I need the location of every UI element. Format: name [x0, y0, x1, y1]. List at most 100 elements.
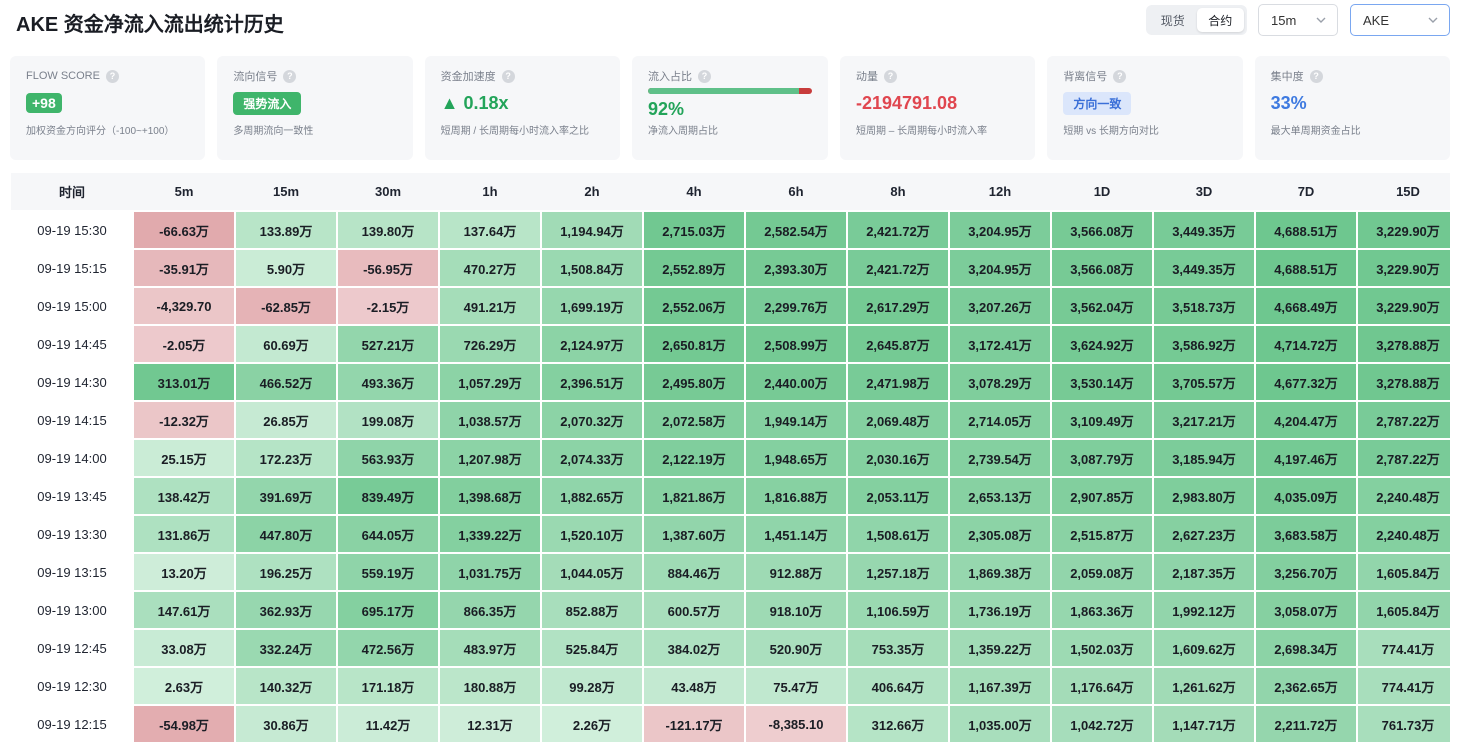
time-cell: 09-19 12:45 — [10, 628, 134, 668]
table-row[interactable]: 09-19 13:00 147.61万 362.93万 695.17万 866.35万 8… — [10, 590, 1450, 630]
flow-cell: 1,699.19万 — [540, 286, 644, 326]
flow-cell: 1,816.88万 — [744, 476, 848, 516]
table-row[interactable]: 09-19 12:15 -54.98万 30.86万 11.42万 12.31万 2.26… — [10, 704, 1450, 744]
flow-cell: 30.86万 — [234, 704, 338, 744]
card-label: 集中度 — [1270, 71, 1304, 83]
flow-cell: 313.01万 — [132, 362, 236, 402]
help-icon[interactable]: ? — [697, 69, 711, 83]
flow-cell: 2,714.05万 — [948, 400, 1052, 440]
inflow-ratio-card: 流入占比? 92% 净流入周期占比 — [631, 56, 828, 160]
time-cell: 09-19 14:45 — [10, 324, 134, 364]
card-subtitle: 加权资金方向评分（-100~+100） — [26, 126, 175, 137]
flow-cell: -8,385.10 — [744, 704, 848, 744]
help-icon[interactable]: ? — [501, 69, 515, 83]
metric-cards: FLOW SCORE? +98 加权资金方向评分（-100~+100） 流向信号… — [10, 56, 1450, 160]
flow-history-table[interactable]: 时间 5m 15m 30m 1h 2h 4h 6h 8h 12h 1D 3D 7D 15D 09-19 1… — [10, 173, 1450, 746]
flow-cell: 1,042.72万 — [1050, 704, 1154, 744]
card-label: 流入占比 — [647, 71, 692, 83]
table-row[interactable]: 09-19 13:30 131.86万 447.80万 644.05万 1,339.22… — [10, 514, 1450, 554]
flow-cell: 180.88万 — [438, 666, 542, 706]
card-label: FLOW SCORE — [26, 70, 100, 82]
flow-cell: 2,059.08万 — [1050, 552, 1154, 592]
table-row[interactable]: 09-19 14:30 313.01万 466.52万 493.36万 1,057.29… — [10, 362, 1450, 402]
column-header-time: 时间 — [11, 173, 133, 211]
flow-cell: 3,586.92万 — [1152, 324, 1256, 364]
card-subtitle: 多周期流向一致性 — [233, 126, 314, 137]
table-row[interactable]: 09-19 15:30 -66.63万 133.89万 139.80万 137.64万 1… — [10, 210, 1450, 250]
flow-cell: 2,393.30万 — [744, 248, 848, 288]
flow-cell: 1,508.61万 — [846, 514, 950, 554]
flow-cell: 43.48万 — [642, 666, 746, 706]
flow-cell: 2,907.85万 — [1050, 476, 1154, 516]
flow-score-value: +98 — [26, 93, 62, 113]
flow-cell: 2,240.48万 — [1356, 476, 1450, 516]
flow-cell: 147.61万 — [132, 590, 236, 630]
help-icon[interactable]: ? — [105, 69, 119, 83]
flow-cell: 172.23万 — [234, 438, 338, 478]
flow-cell: 644.05万 — [336, 514, 440, 554]
flow-cell: 3,518.73万 — [1152, 286, 1256, 326]
tab-contract[interactable]: 合约 — [1196, 8, 1244, 32]
flow-cell: 2,030.16万 — [846, 438, 950, 478]
flow-cell: 171.18万 — [336, 666, 440, 706]
flow-cell: 75.47万 — [744, 666, 848, 706]
table-row[interactable]: 09-19 14:45 -2.05万 60.69万 527.21万 726.29万 2,1… — [10, 324, 1450, 364]
table-row[interactable]: 09-19 13:45 138.42万 391.69万 839.49万 1,398.68… — [10, 476, 1450, 516]
help-icon[interactable]: ? — [283, 69, 297, 83]
column-header-4h: 4h — [643, 173, 745, 211]
table-row[interactable]: 09-19 14:00 25.15万 172.23万 563.93万 1,207.98万… — [10, 438, 1450, 478]
flow-cell: -12.32万 — [132, 400, 236, 440]
tab-spot[interactable]: 现货 — [1160, 13, 1185, 28]
flow-cell: 2,070.32万 — [540, 400, 644, 440]
flow-cell: 3,109.49万 — [1050, 400, 1154, 440]
flow-cell: 1,387.60万 — [642, 514, 746, 554]
flow-cell: 196.25万 — [234, 552, 338, 592]
flow-cell: 774.41万 — [1356, 628, 1450, 668]
flow-cell: 2,396.51万 — [540, 362, 644, 402]
table-row[interactable]: 09-19 14:15 -12.32万 26.85万 199.08万 1,038.57万… — [10, 400, 1450, 440]
flow-cell: 2,495.80万 — [642, 362, 746, 402]
table-row[interactable]: 09-19 13:15 13.20万 196.25万 559.19万 1,031.75万… — [10, 552, 1450, 592]
table-row[interactable]: 09-19 12:30 2.63万 140.32万 171.18万 180.88万 99.… — [10, 666, 1450, 706]
flow-cell: 1,106.59万 — [846, 590, 950, 630]
acceleration-card: 资金加速度? ▲ 0.18x 短周期 / 长周期每小时流入率之比 — [424, 56, 620, 160]
flow-cell: 2,787.22万 — [1356, 400, 1450, 440]
table-row[interactable]: 09-19 15:00 -4,329.70 -62.85万 -2.15万 491.21万… — [10, 286, 1450, 326]
flow-cell: 1,508.84万 — [540, 248, 644, 288]
time-cell: 09-19 15:30 — [10, 210, 134, 250]
help-icon[interactable]: ? — [1113, 69, 1127, 83]
time-cell: 09-19 13:30 — [10, 514, 134, 554]
flow-cell: 3,562.04万 — [1050, 286, 1154, 326]
flow-cell: 491.21万 — [438, 286, 542, 326]
column-header-15D: 15D — [1357, 173, 1450, 211]
flow-cell: 1,736.19万 — [948, 590, 1052, 630]
time-cell: 09-19 13:00 — [10, 590, 134, 630]
flow-cell: 2,305.08万 — [948, 514, 1052, 554]
flow-cell: 13.20万 — [132, 552, 236, 592]
column-header-8h: 8h — [847, 173, 949, 211]
flow-cell: 2,653.13万 — [948, 476, 1052, 516]
flow-cell: 2,240.48万 — [1356, 514, 1450, 554]
help-icon[interactable]: ? — [883, 69, 897, 83]
flow-cell: 2,645.87万 — [846, 324, 950, 364]
flow-cell: 137.64万 — [438, 210, 542, 250]
flow-cell: 140.32万 — [234, 666, 338, 706]
flow-cell: 2,508.99万 — [744, 324, 848, 364]
flow-cell: 774.41万 — [1356, 666, 1450, 706]
flow-cell: 1,520.10万 — [540, 514, 644, 554]
flow-cell: 2,072.58万 — [642, 400, 746, 440]
flow-cell: 1,207.98万 — [438, 438, 542, 478]
flow-cell: 1,035.00万 — [948, 704, 1052, 744]
flow-cell: 131.86万 — [132, 514, 236, 554]
flow-cell: 2,787.22万 — [1356, 438, 1450, 478]
help-icon[interactable]: ? — [1309, 69, 1323, 83]
symbol-select[interactable]: AKE — [1350, 4, 1450, 36]
table-row[interactable]: 09-19 12:45 33.08万 332.24万 472.56万 483.97万 52… — [10, 628, 1450, 668]
flow-cell: 852.88万 — [540, 590, 644, 630]
flow-cell: 2,187.35万 — [1152, 552, 1256, 592]
flow-cell: 3,229.90万 — [1356, 248, 1450, 288]
column-header-1h: 1h — [439, 173, 541, 211]
interval-select[interactable]: 15m — [1258, 4, 1338, 36]
table-row[interactable]: 09-19 15:15 -35.91万 5.90万 -56.95万 470.27万 1,5… — [10, 248, 1450, 288]
flow-cell: 1,451.14万 — [744, 514, 848, 554]
